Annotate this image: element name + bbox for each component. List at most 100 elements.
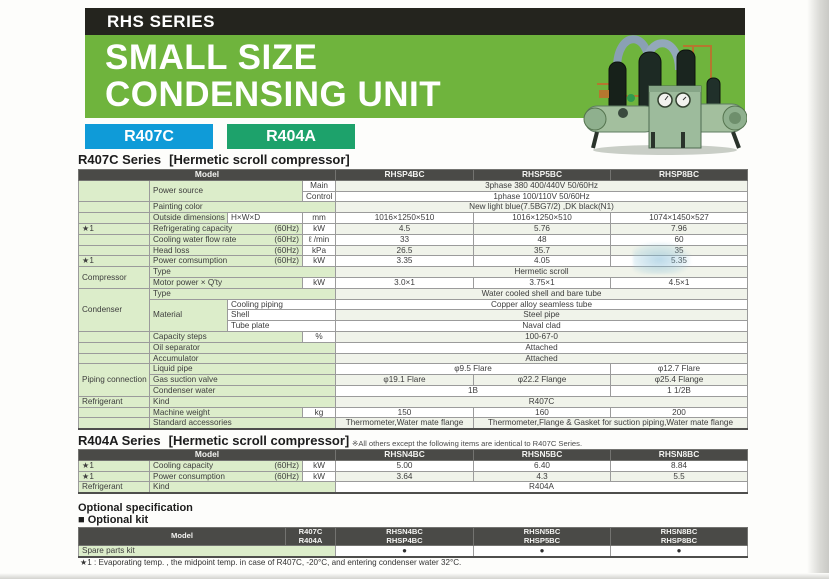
r407c-series-heading: R407C Series [Hermetic scroll compressor]: [78, 152, 350, 167]
capacity-steps-label: Capacity steps: [149, 330, 303, 343]
power-source-main-value: 3phase 380 400/440V 50/60Hz: [335, 179, 749, 192]
capacity-steps-unit: %: [301, 330, 337, 343]
row-outside-dimensions: Outside dimensions H×W×D mm 1016×1250×51…: [78, 212, 749, 224]
model-rhsp5bc: RHSP5BC: [473, 169, 612, 181]
cooling-capacity-unit: kW: [301, 459, 337, 472]
power-consumption-unit: kW: [301, 255, 337, 268]
model-header: Model: [78, 527, 286, 546]
empty-group-cell: [78, 352, 150, 365]
row-condenser-water: Condenser water 1B 1 1/2B: [79, 384, 749, 397]
value-cell: 4.3: [473, 470, 612, 483]
accumulator-value: Attached: [335, 352, 749, 365]
model-col-8bc: RHSN8BC RHSP8BC: [610, 527, 748, 546]
value-cell: 5.35: [610, 255, 749, 268]
oil-separator-value: Attached: [335, 341, 749, 354]
row-gas-suction-valve: Gas suction valve φ19.1 Flare φ22.2 Flan…: [79, 374, 749, 386]
value-cell: 1016×1250×510: [473, 212, 612, 224]
accumulator-label: Accumulator: [148, 352, 337, 365]
optional-kit-table: Model R407C R404A RHSN4BC RHSP4BC RHSN5BC R…: [78, 527, 748, 558]
cooling-piping-label: Cooling piping: [226, 298, 337, 311]
title-banner: SMALL SIZE CONDENSING UNIT: [85, 35, 745, 118]
value-cell: φ12.7 Flare: [610, 363, 749, 376]
shell-label: Shell: [226, 309, 337, 322]
product-photo: [583, 6, 748, 158]
power-consumption-label: Power comsumption (60Hz): [149, 255, 303, 268]
value-cell: 5.76: [473, 222, 612, 235]
r407c-series-title: R407C Series: [78, 152, 162, 167]
value-cell: 33: [335, 233, 475, 246]
table-header-row: Model RHSP4BC RHSP5BC RHSP8BC: [77, 169, 749, 181]
model-line2: RHSP5BC: [523, 535, 561, 545]
power-source-main-label: Main: [301, 179, 337, 192]
value-cell: 7.96: [610, 222, 749, 235]
painting-color-value: New light blue(7.5BG7/2) ,DK black(N1): [335, 201, 749, 214]
value-cell: 35: [610, 244, 749, 257]
compressor-type-value: Hermetic scroll: [335, 266, 749, 278]
empty-group-cell: [78, 212, 150, 224]
badge-r404a: R404A: [227, 124, 355, 149]
material-label: Material: [149, 298, 228, 332]
empty-group-cell: [78, 330, 150, 343]
model-rhsn5bc: RHSN5BC: [473, 449, 612, 461]
tube-plate-label: Tube plate: [226, 320, 337, 332]
row-liquid-pipe: Piping connection Liquid pipe φ9.5 Flare…: [78, 363, 749, 397]
motor-power-unit: kW: [301, 276, 337, 289]
availability-dot: ●: [610, 545, 748, 558]
label-text: Power comsumption: [153, 256, 228, 266]
painting-color-label: Painting color: [148, 201, 337, 214]
refrigerant-column-header: R407C R404A: [285, 527, 336, 546]
value-cell: 35.7: [473, 244, 612, 257]
table-header-row: Model R407C R404A RHSN4BC RHSP4BC RHSN5BC R…: [78, 527, 748, 546]
row-cooling-water-flow-rate: Cooling water flow rate (60Hz) ℓ /min 33 …: [78, 233, 749, 246]
row-power-source-control: Control 1phase 100/110V 50/60Hz: [79, 190, 749, 203]
value-cell: 3.75×1: [473, 276, 612, 289]
table-header-row: Model RHSN4BC RHSN5BC RHSN8BC: [77, 449, 749, 461]
label-text: Refrigerating capacity: [153, 223, 233, 233]
r407c-series-subtitle: [Hermetic scroll compressor]: [169, 152, 350, 167]
model-line1: RHSN4BC: [386, 527, 423, 536]
row-motor-power: Motor power × Q'ty kW 3.0×1 3.75×1 4.5×1: [79, 276, 749, 289]
row-material-cooling-piping: Material Cooling piping Copper alloy sea…: [79, 298, 749, 332]
value-cell: 5.00: [335, 459, 475, 472]
power-source-control-label: Control: [301, 190, 337, 203]
cooling-capacity-label: Cooling capacity (60Hz): [149, 459, 303, 472]
footnote: ★1 : Evaporating temp. , the midpoint te…: [80, 558, 462, 567]
capacity-steps-value: 100-67-0: [335, 330, 749, 343]
condenser-water-label: Condenser water: [148, 384, 337, 397]
value-cell: 3.0×1: [335, 276, 475, 289]
value-cell: 3.64: [335, 470, 475, 483]
row-power-consumption: ★1 Power comsumption (60Hz) kW 3.35 4.05 …: [78, 255, 749, 268]
label-text: Cooling capacity: [153, 460, 214, 470]
hz-text: (60Hz): [274, 223, 299, 233]
model-line1: RHSN5BC: [523, 527, 561, 536]
row-machine-weight: Machine weight kg 150 160 200: [78, 406, 749, 419]
empty-group-cell: [78, 406, 150, 419]
model-rhsp8bc: RHSP8BC: [610, 169, 749, 181]
row-spare-parts-kit: Spare parts kit ● ● ●: [78, 545, 748, 558]
value-cell: 1B: [335, 384, 612, 397]
empty-group-cell: [78, 341, 150, 354]
value-cell: 150: [335, 406, 475, 419]
value-cell: 48: [473, 233, 612, 246]
availability-dot: ●: [335, 545, 474, 558]
value-cell: 60: [610, 233, 749, 246]
refrigerant-group-label: Refrigerant: [78, 481, 150, 494]
outside-dimensions-sub: H×W×D: [227, 212, 303, 224]
row-capacity-steps: Capacity steps % 100-67-0: [78, 330, 749, 343]
liquid-pipe-label: Liquid pipe: [148, 363, 337, 376]
refrigerant-kind-label: Kind: [148, 395, 337, 408]
page-title-line1: SMALL SIZE: [105, 38, 318, 77]
series-tag-text: RHS SERIES: [107, 12, 215, 31]
row-painting-color: Painting color New light blue(7.5BG7/2) …: [78, 201, 749, 214]
star-note-mark: ★1: [78, 255, 150, 268]
value-cell: 4.5: [335, 222, 475, 235]
model-rhsn4bc: RHSN4BC: [335, 449, 475, 461]
value-cell: 4.5×1: [610, 276, 749, 289]
oil-separator-label: Oil separator: [148, 341, 337, 354]
model-rhsn8bc: RHSN8BC: [610, 449, 749, 461]
value-cell: 200: [610, 406, 749, 419]
empty-group-cell: [78, 417, 150, 430]
refrigerating-capacity-label: Refrigerating capacity (60Hz): [149, 222, 303, 235]
model-line1: RHSN8BC: [660, 527, 698, 536]
machine-weight-label: Machine weight: [149, 406, 303, 419]
